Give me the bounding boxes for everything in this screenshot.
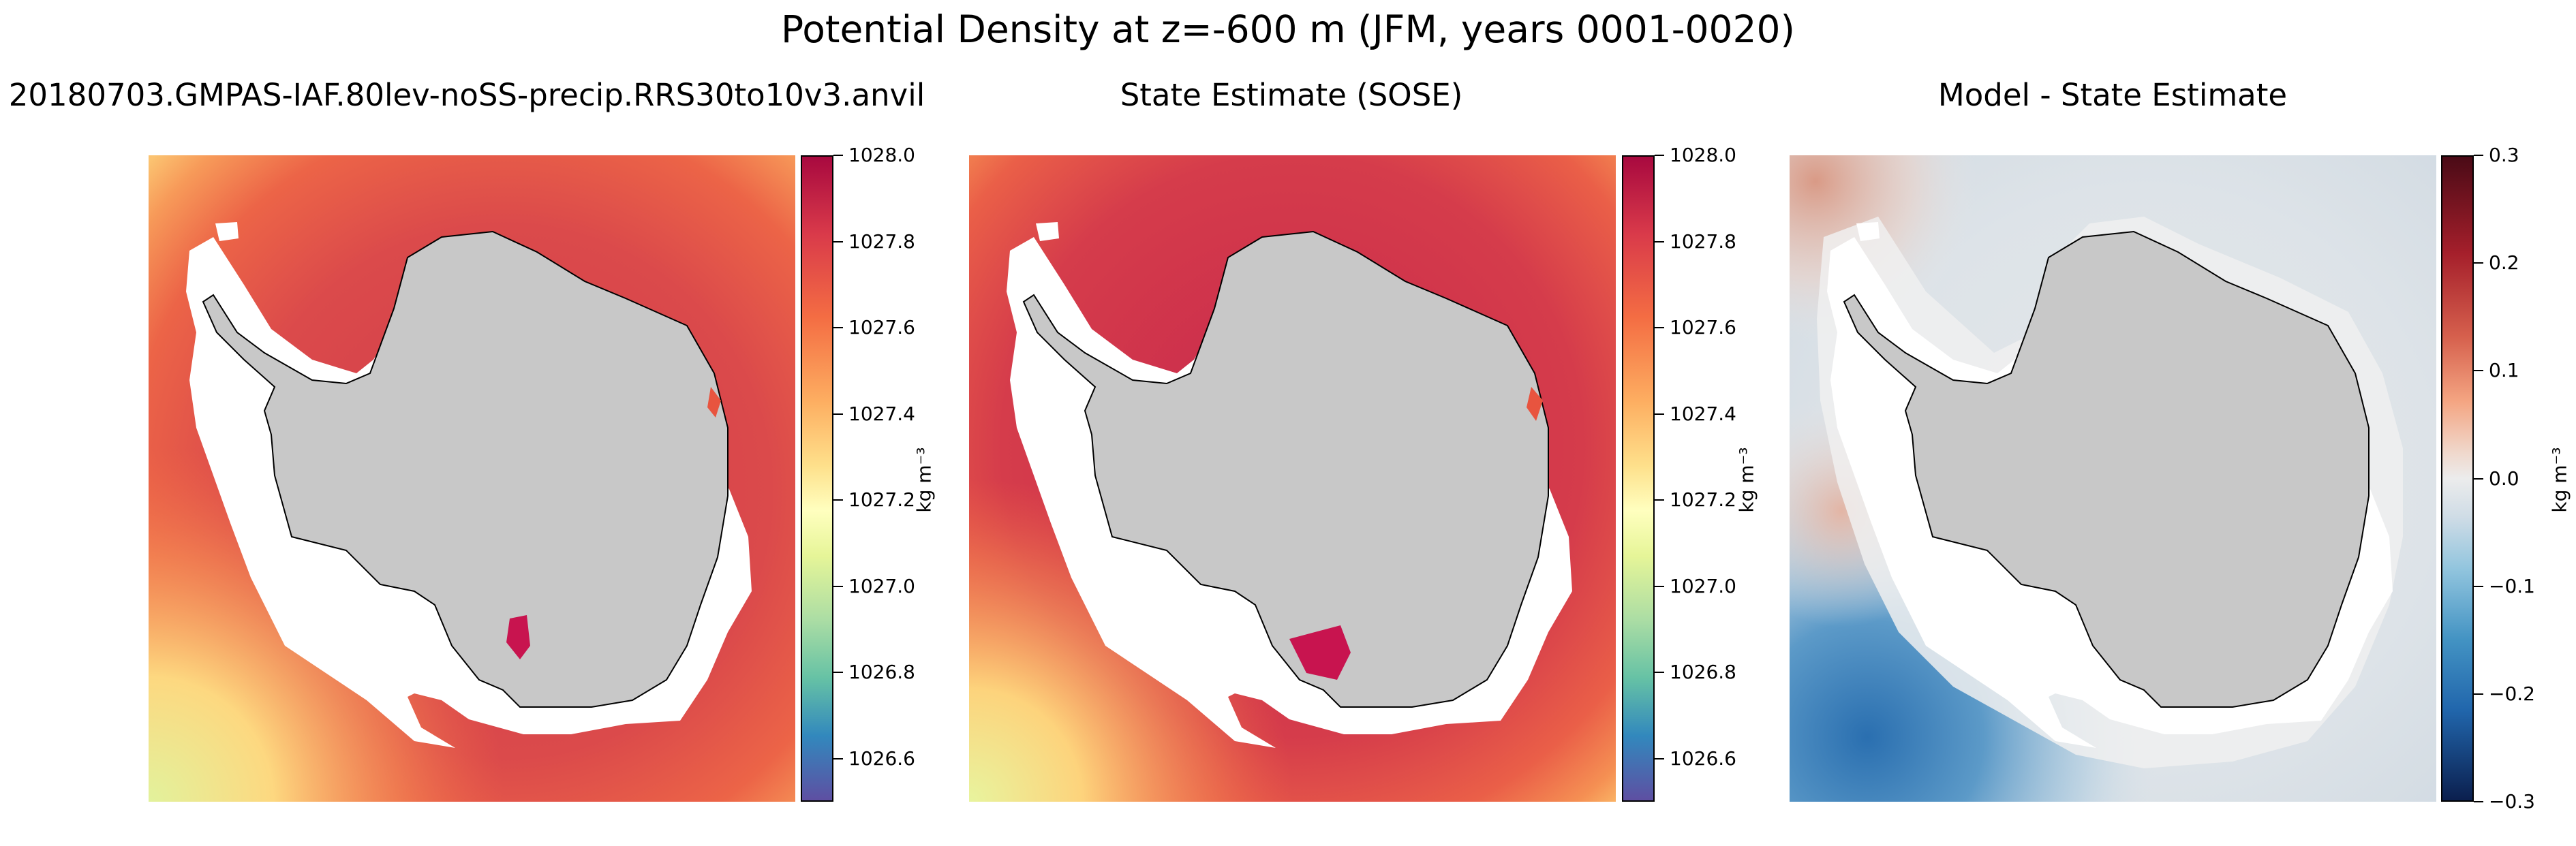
coastal-accent	[1527, 387, 1543, 421]
panel-2-colorbar-tick: 1027.2	[1670, 488, 1736, 511]
island-south-georgia	[215, 222, 239, 241]
coastal-accent	[707, 387, 721, 418]
panel-2-colorbar-label: kg m⁻³	[1735, 447, 1758, 513]
panel-1-colorbar-tick: 1027.0	[848, 575, 915, 597]
panel-3-colorbar-label: kg m⁻³	[2548, 447, 2571, 513]
panel-3-colorbar-tick: 0.0	[2489, 467, 2519, 490]
ross-ice-shelf-accent	[1289, 625, 1351, 680]
panel-1-colorbar-label: kg m⁻³	[913, 447, 936, 513]
panel-3-title: Model - State Estimate	[1937, 77, 2288, 113]
island-south-georgia	[1036, 222, 1059, 241]
panel-2-colorbar-tick: 1026.8	[1670, 661, 1736, 683]
panel-2-colorbar-tick: 1027.0	[1670, 575, 1736, 597]
panel-3-map	[1790, 155, 2436, 802]
panel-3-colorbar-tick: −0.2	[2489, 683, 2535, 705]
island-south-georgia	[1856, 222, 1880, 241]
panel-1-colorbar-tick: 1027.2	[848, 488, 915, 511]
panel-3-colorbar-tick: −0.3	[2489, 790, 2535, 813]
ross-ice-shelf-accent	[506, 615, 530, 659]
panel-2-colorbar-tick: 1027.6	[1670, 316, 1736, 339]
panel-1-colorbar-tick: 1027.4	[848, 403, 915, 425]
antarctica-landmass	[202, 230, 729, 708]
panel-1-colorbar-tick: 1027.6	[848, 316, 915, 339]
panel-2-map	[969, 155, 1616, 802]
panel-2-colorbar-tick: 1027.4	[1670, 403, 1736, 425]
panel-1-map	[149, 155, 795, 802]
panel-2-colorbar	[1622, 155, 1655, 802]
panel-3-colorbar-tick: 0.1	[2489, 359, 2519, 381]
panel-3-colorbar-tick: 0.2	[2489, 251, 2519, 274]
panel-1-colorbar-tick: 1028.0	[848, 144, 915, 166]
panel-3-colorbar-tick: 0.3	[2489, 144, 2519, 166]
panel-2-colorbar-tick: 1026.6	[1670, 747, 1736, 770]
panel-3-colorbar-tick: −0.1	[2489, 575, 2535, 597]
figure-title: Potential Density at z=-600 m (JFM, year…	[781, 7, 1795, 51]
panel-2-colorbar-tick: 1027.8	[1670, 230, 1736, 253]
panel-3-colorbar	[2441, 155, 2474, 802]
panel-1-colorbar-tick: 1027.8	[848, 230, 915, 253]
antarctica-landmass	[1843, 230, 2370, 708]
antarctica-landmass	[1022, 230, 1549, 708]
panel-2-title: State Estimate (SOSE)	[1120, 77, 1463, 113]
panel-2-colorbar-tick: 1028.0	[1670, 144, 1736, 166]
panel-1-colorbar-tick: 1026.6	[848, 747, 915, 770]
panel-1-title: 20180703.GMPAS-IAF.80lev-noSS-precip.RRS…	[8, 77, 925, 113]
panel-1-colorbar	[801, 155, 833, 802]
panel-1-colorbar-tick: 1026.8	[848, 661, 915, 683]
